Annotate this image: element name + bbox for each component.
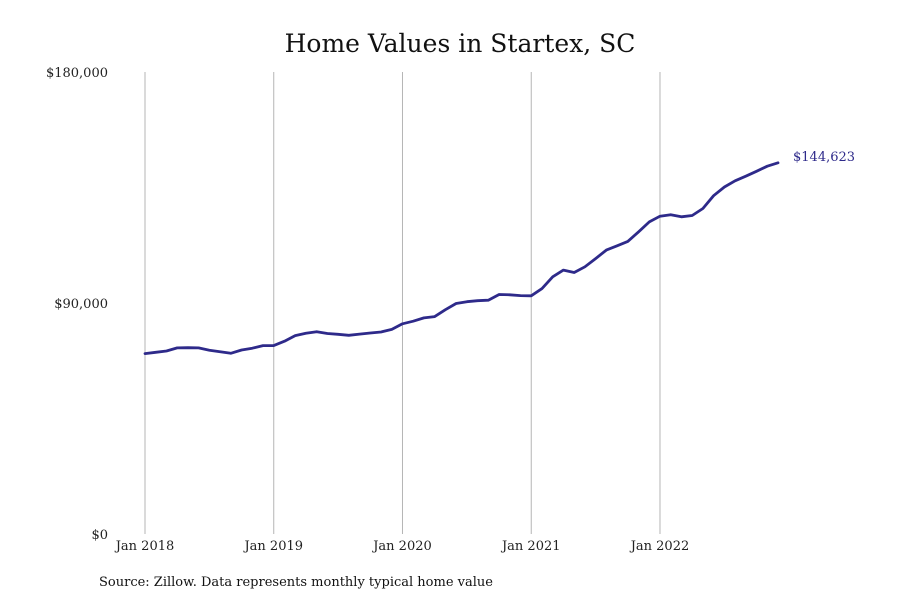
source-note: Source: Zillow. Data represents monthly …: [99, 575, 493, 590]
y-tick-label: $90,000: [54, 297, 108, 312]
x-tick-label: Jan 2021: [500, 539, 561, 554]
series-line: [143, 161, 780, 355]
y-tick-label: $180,000: [46, 66, 108, 81]
x-tick-label: Jan 2019: [242, 539, 303, 554]
y-tick-labels: $0 $90,000 $180,000: [46, 66, 108, 543]
x-tick-label: Jan 2022: [629, 539, 690, 554]
x-gridlines: [144, 72, 661, 534]
end-value-label: $144,623: [793, 150, 855, 165]
x-tick-label: Jan 2018: [114, 539, 175, 554]
y-tick-label: $0: [91, 528, 108, 543]
x-tick-labels: Jan 2018 Jan 2019 Jan 2020 Jan 2021 Jan 2022: [114, 539, 690, 554]
chart-title: Home Values in Startex, SC: [285, 29, 636, 58]
x-tick-label: Jan 2020: [371, 539, 432, 554]
